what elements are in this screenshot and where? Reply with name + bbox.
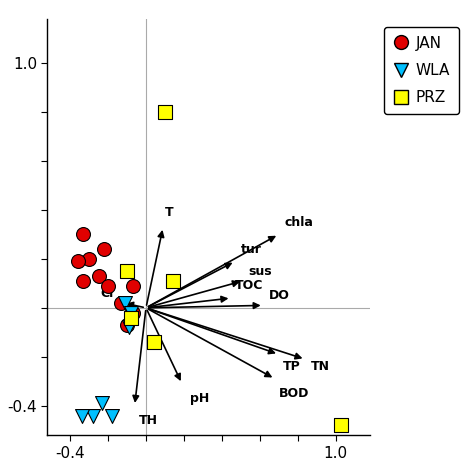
- Text: BOD: BOD: [279, 387, 309, 400]
- Point: [123, 321, 131, 329]
- Point: [150, 338, 157, 346]
- Text: Cl: Cl: [100, 287, 114, 300]
- Text: sus: sus: [248, 264, 272, 278]
- Point: [78, 412, 85, 420]
- Point: [125, 324, 133, 331]
- Text: T: T: [165, 206, 173, 219]
- Point: [121, 299, 129, 307]
- Text: DO: DO: [269, 289, 290, 302]
- Text: chla: chla: [284, 216, 313, 228]
- Text: TP: TP: [283, 360, 300, 373]
- Text: tur: tur: [241, 243, 262, 255]
- Point: [80, 231, 87, 238]
- Point: [129, 282, 137, 289]
- Point: [99, 400, 106, 407]
- Point: [337, 421, 345, 429]
- Point: [123, 267, 131, 275]
- Point: [169, 277, 176, 285]
- Point: [100, 245, 108, 253]
- Point: [129, 309, 137, 316]
- Text: pH: pH: [190, 392, 209, 405]
- Point: [161, 108, 169, 116]
- Text: TOC: TOC: [235, 279, 264, 292]
- Point: [74, 257, 82, 265]
- Text: TH: TH: [138, 414, 157, 427]
- Point: [80, 277, 87, 285]
- Point: [85, 255, 93, 263]
- Point: [108, 412, 116, 420]
- Point: [104, 282, 112, 289]
- Point: [118, 299, 125, 307]
- Legend: JAN, WLA, PRZ: JAN, WLA, PRZ: [384, 26, 459, 114]
- Text: TN: TN: [311, 360, 330, 373]
- Point: [95, 272, 102, 280]
- Point: [127, 314, 135, 322]
- Point: [89, 412, 97, 420]
- Point: [127, 309, 135, 316]
